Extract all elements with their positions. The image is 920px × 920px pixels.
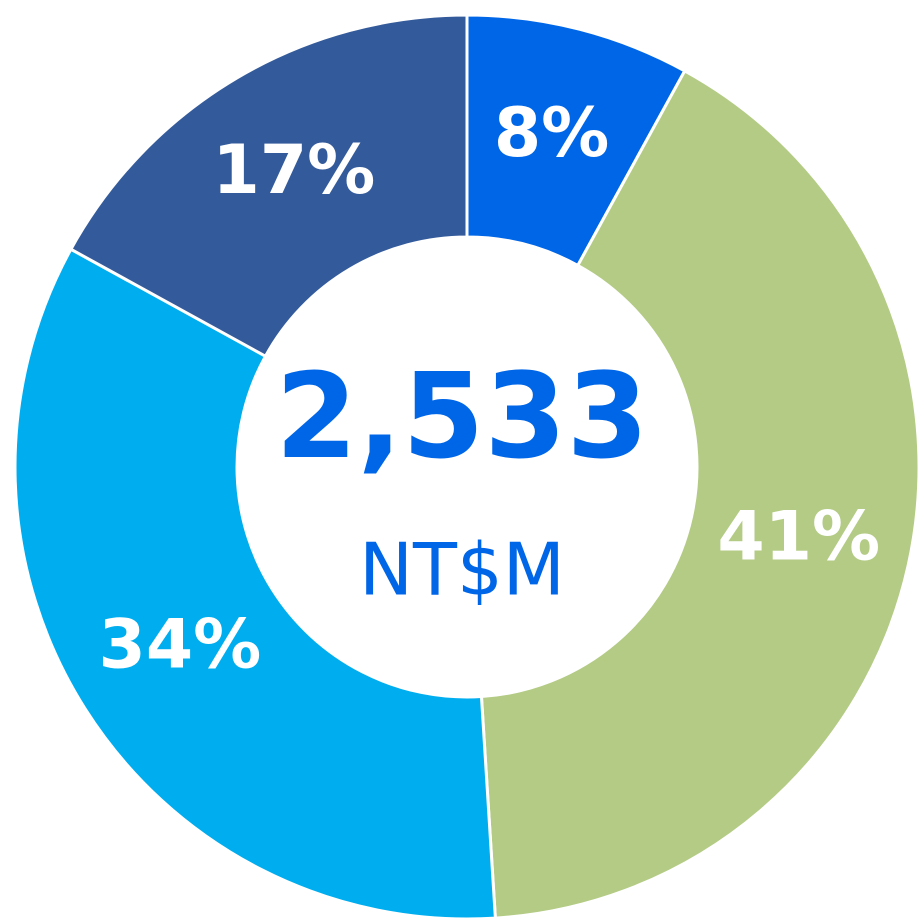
donut-segment [68,13,469,359]
labels: 8% 41% 34% 17% [99,94,881,685]
center-total: 2,533 [275,347,648,485]
donut-segment [13,247,497,920]
data-label: 41% [717,498,880,577]
center-unit: NT$M [359,528,565,612]
data-label: 8% [494,94,609,173]
donut-segment [479,68,920,920]
data-label: 34% [99,606,262,685]
data-label: 17% [213,131,376,210]
wedges [13,13,920,920]
